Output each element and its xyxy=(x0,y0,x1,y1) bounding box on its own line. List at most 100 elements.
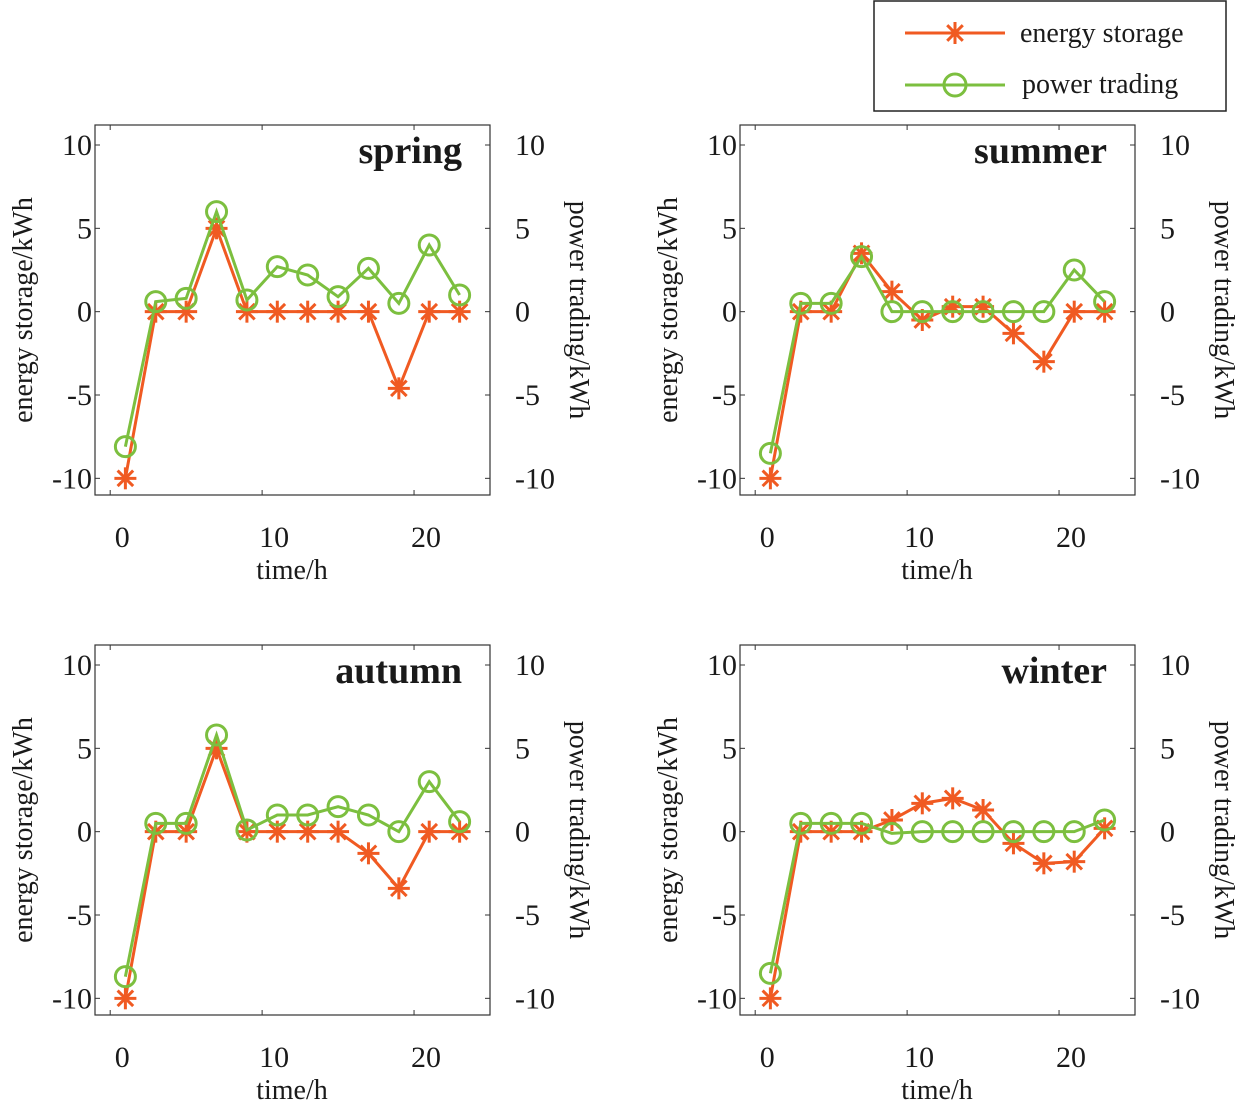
x-axis-label: time/h xyxy=(901,1075,973,1106)
data-point xyxy=(819,291,843,315)
data-point xyxy=(1002,322,1025,345)
x-tick-label: 10 xyxy=(259,521,289,554)
x-tick-label: 10 xyxy=(904,521,934,554)
data-point xyxy=(850,811,874,835)
y-tick-label-right: -5 xyxy=(515,379,540,412)
asterisk-stroke xyxy=(1004,324,1023,343)
y-tick-label: -10 xyxy=(697,982,737,1015)
asterisk-stroke xyxy=(1004,834,1023,853)
asterisk-stroke xyxy=(116,989,135,1008)
data-point xyxy=(971,300,995,324)
x-axis-label: time/h xyxy=(256,1075,328,1106)
y-tick-label: 5 xyxy=(722,212,737,245)
data-point xyxy=(417,233,441,257)
data-point xyxy=(174,286,198,310)
plot-area xyxy=(739,124,1136,496)
data-point xyxy=(1002,832,1025,855)
y-tick-label: 10 xyxy=(707,129,737,162)
y-tick-label-right: 5 xyxy=(1160,732,1175,765)
asterisk-stroke xyxy=(268,302,287,321)
data-point xyxy=(327,820,350,843)
data-point xyxy=(205,723,229,747)
data-point xyxy=(880,821,904,845)
legend: energy storage power trading xyxy=(873,0,1227,112)
data-point xyxy=(1063,300,1086,323)
data-point xyxy=(1001,300,1025,324)
series-power-trading xyxy=(113,723,472,989)
asterisk-stroke xyxy=(298,302,317,321)
x-tick-label: 20 xyxy=(1056,1041,1086,1074)
data-point xyxy=(1032,300,1056,324)
data-point xyxy=(1062,820,1086,844)
y-tick-label: 0 xyxy=(722,816,737,849)
y-tick-label-right: 5 xyxy=(515,212,530,245)
y-tick-label: -5 xyxy=(67,899,92,932)
data-point xyxy=(758,441,782,465)
data-point xyxy=(758,961,782,985)
asterisk-stroke xyxy=(791,302,810,321)
data-point xyxy=(941,300,965,324)
data-point xyxy=(113,435,137,459)
asterisk-stroke xyxy=(946,24,964,42)
asterisk-stroke xyxy=(177,822,195,841)
y-tick-label-right: -5 xyxy=(1160,899,1185,932)
y-tick-label-right: -10 xyxy=(1160,462,1200,495)
asterisk-marker-icon xyxy=(944,22,966,44)
x-tick-label: 0 xyxy=(760,1041,775,1074)
data-point xyxy=(789,291,813,315)
data-point xyxy=(910,300,934,324)
y-tick-label-right: 5 xyxy=(1160,212,1175,245)
data-point xyxy=(356,803,380,827)
asterisk-stroke xyxy=(146,822,165,841)
y-tick-label-right: 10 xyxy=(1160,129,1190,162)
data-point xyxy=(357,842,380,865)
legend-box xyxy=(873,0,1227,112)
asterisk-stroke xyxy=(852,822,871,841)
data-point xyxy=(326,285,350,309)
y-tick-label-right: 10 xyxy=(1160,649,1190,682)
y-tick-label: -10 xyxy=(52,982,92,1015)
y-tick-label: -10 xyxy=(697,462,737,495)
y-tick-label-right: 5 xyxy=(515,732,530,765)
data-point xyxy=(417,770,441,794)
x-tick-label: 0 xyxy=(115,1041,130,1074)
x-tick-label: 10 xyxy=(904,1041,934,1074)
y-axis-label-right: power trading/kWh xyxy=(1208,201,1239,420)
data-point xyxy=(910,820,934,844)
circle-marker-icon xyxy=(942,72,968,98)
data-point xyxy=(1062,258,1086,282)
y-axis-label-right: power trading/kWh xyxy=(563,201,594,420)
y-tick-label-right: 0 xyxy=(1160,296,1175,329)
y-tick-label: 0 xyxy=(722,296,737,329)
data-point xyxy=(448,283,472,307)
data-point xyxy=(296,820,319,843)
x-tick-label: 10 xyxy=(259,1041,289,1074)
subplot-summer: 10 10 5 5 0 0 -5 -5 -10 -10 0 10 20 time/h energy stor… xyxy=(653,124,1239,586)
y-tick-label-right: 0 xyxy=(1160,816,1175,849)
data-point xyxy=(326,795,350,819)
y-tick-label-right: -5 xyxy=(515,899,540,932)
y-tick-label-right: -5 xyxy=(1160,379,1185,412)
asterisk-stroke xyxy=(943,789,962,808)
data-point xyxy=(387,877,410,900)
data-point xyxy=(1063,850,1086,873)
subplot-autumn: 10 10 5 5 0 0 -5 -5 -10 -10 0 10 20 time/h energy stor… xyxy=(8,644,594,1106)
asterisk-stroke xyxy=(913,794,932,813)
data-point xyxy=(850,245,874,269)
subplot-spring: 10 10 5 5 0 0 -5 -5 -10 -10 0 10 20 time/h energy stor… xyxy=(8,124,594,586)
legend-label-energy: energy storage xyxy=(1020,18,1184,49)
series-power-trading xyxy=(113,200,472,459)
x-tick-label: 20 xyxy=(411,521,441,554)
data-point xyxy=(1032,820,1056,844)
data-point xyxy=(972,799,995,821)
y-tick-label-right: -10 xyxy=(1160,982,1200,1015)
data-point xyxy=(265,803,289,827)
data-point xyxy=(296,803,320,827)
y-axis-label-right: power trading/kWh xyxy=(1208,721,1239,940)
y-tick-label: -5 xyxy=(67,379,92,412)
data-point xyxy=(418,300,441,323)
asterisk-stroke xyxy=(1035,854,1053,873)
data-point xyxy=(789,811,813,835)
data-point xyxy=(941,820,965,844)
asterisk-stroke xyxy=(359,302,378,321)
